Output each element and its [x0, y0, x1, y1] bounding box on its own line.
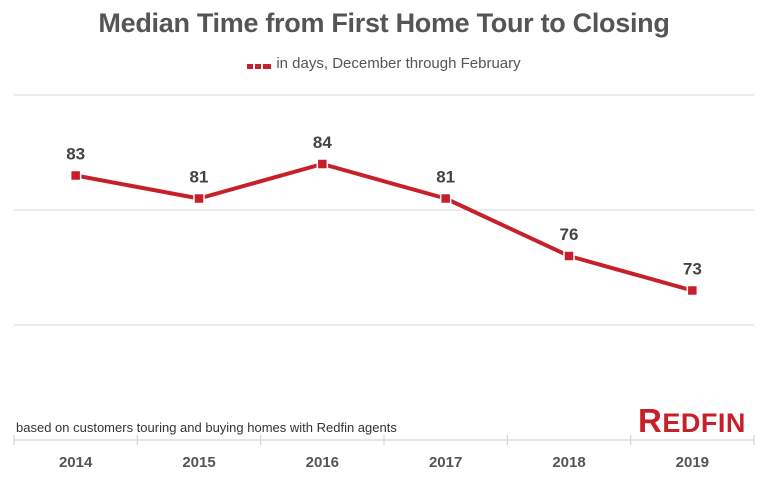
footnote: based on customers touring and buying ho… [16, 420, 397, 435]
data-label: 73 [683, 260, 702, 279]
series-line [75, 162, 693, 293]
data-label: 81 [436, 168, 455, 187]
legend: in days, December through February [0, 55, 768, 73]
data-point [563, 250, 575, 262]
data-label: 83 [66, 145, 85, 164]
x-tick-label: 2014 [59, 454, 93, 471]
data-point [439, 192, 452, 205]
x-tick-label: 2017 [429, 454, 462, 471]
x-tick-label: 2018 [552, 454, 585, 471]
data-point [686, 284, 699, 297]
data-point [69, 169, 82, 182]
legend-line-swatch [247, 56, 273, 73]
data-label: 76 [560, 225, 579, 244]
data-label: 84 [313, 133, 332, 152]
chart-title: Median Time from First Home Tour to Clos… [98, 8, 670, 38]
redfin-logo: REDFIN [638, 402, 746, 439]
x-tick-label: 2019 [676, 454, 709, 471]
legend-label: in days, December through February [276, 55, 521, 72]
x-tick-label: 2016 [306, 454, 339, 471]
data-point [316, 158, 329, 170]
data-point [193, 192, 205, 205]
x-tick-label: 2015 [182, 454, 215, 471]
data-label: 81 [190, 168, 209, 187]
